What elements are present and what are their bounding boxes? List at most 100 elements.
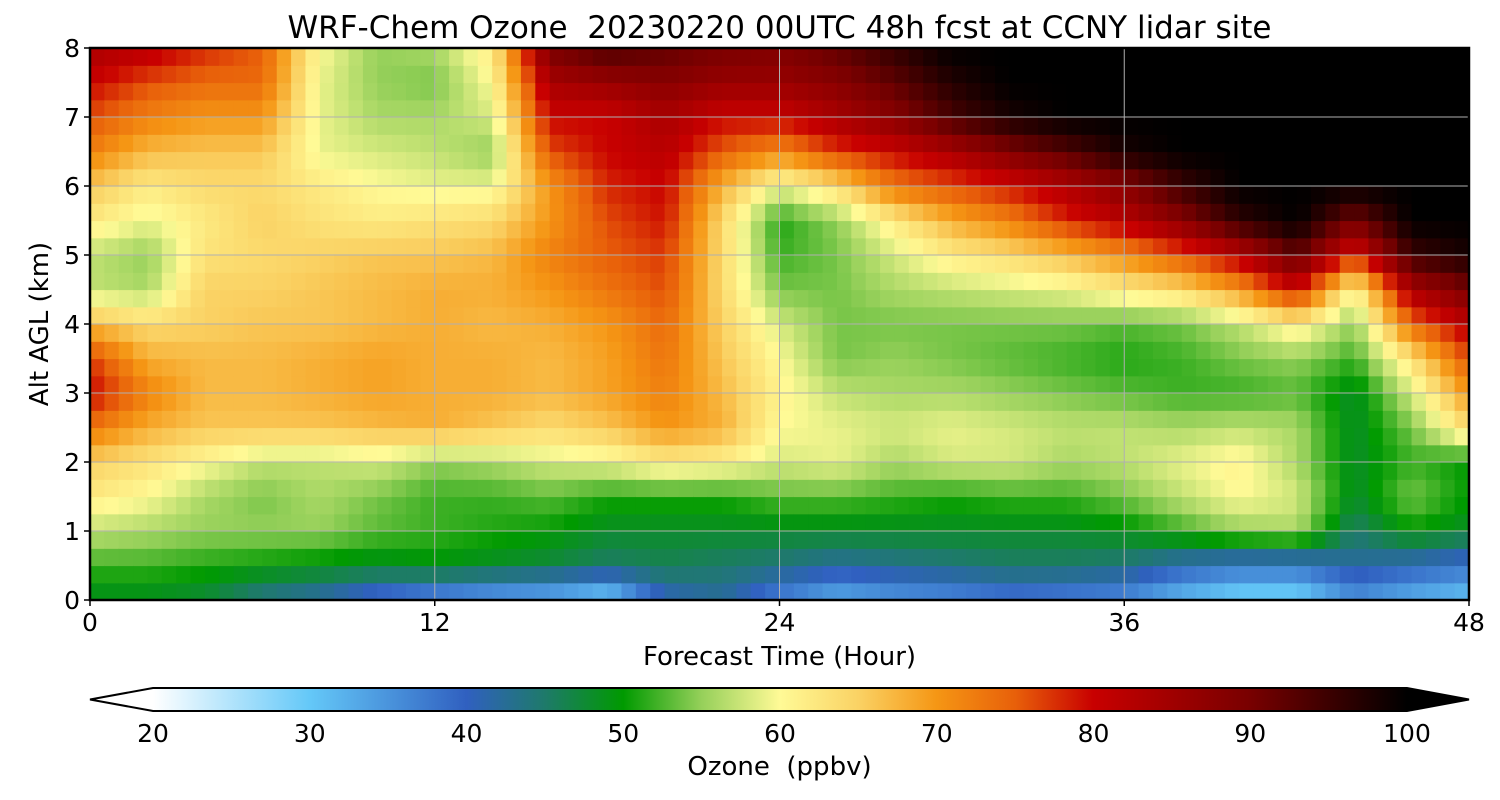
heatmap-cell bbox=[1310, 82, 1326, 101]
heatmap-cell bbox=[707, 168, 723, 187]
heatmap-cell bbox=[262, 117, 278, 135]
heatmap-cell bbox=[578, 82, 594, 101]
heatmap-cell bbox=[1411, 99, 1427, 118]
heatmap-cell bbox=[707, 99, 723, 118]
heatmap-cell bbox=[722, 151, 737, 170]
heatmap-cell bbox=[1454, 151, 1469, 170]
heatmap-cell bbox=[434, 479, 450, 498]
heatmap-cell bbox=[477, 99, 493, 118]
heatmap-cell bbox=[434, 117, 450, 135]
heatmap-cell bbox=[693, 444, 709, 463]
heatmap-cell bbox=[147, 444, 163, 463]
heatmap-cell bbox=[1196, 479, 1212, 498]
heatmap-cell bbox=[1354, 358, 1370, 377]
heatmap-cell bbox=[161, 306, 177, 325]
heatmap-cell bbox=[549, 548, 565, 567]
heatmap-cell bbox=[1210, 99, 1226, 118]
heatmap-cell bbox=[1239, 203, 1255, 222]
heatmap-cell bbox=[1196, 531, 1212, 549]
heatmap-cell bbox=[1296, 220, 1312, 239]
heatmap-cell bbox=[1339, 462, 1355, 480]
heatmap-cell bbox=[291, 272, 307, 291]
heatmap-cell bbox=[520, 565, 536, 584]
heatmap-cell bbox=[176, 82, 192, 101]
heatmap-cell bbox=[133, 134, 149, 153]
heatmap-cell bbox=[607, 462, 623, 480]
heatmap-cell bbox=[736, 306, 752, 325]
heatmap-cell bbox=[635, 393, 651, 411]
heatmap-cell bbox=[966, 168, 982, 187]
heatmap-cell bbox=[1354, 462, 1370, 480]
heatmap-cell bbox=[1267, 444, 1283, 463]
heatmap-cell bbox=[736, 82, 752, 101]
heatmap-cell bbox=[664, 582, 680, 600]
heatmap-cell bbox=[1454, 513, 1469, 532]
heatmap-cell bbox=[104, 462, 120, 480]
heatmap-cell bbox=[420, 237, 436, 256]
heatmap-cell bbox=[1425, 341, 1441, 360]
heatmap-cell bbox=[1339, 117, 1355, 135]
heatmap-cell bbox=[1339, 496, 1355, 515]
heatmap-cell bbox=[707, 393, 723, 411]
heatmap-cell bbox=[1023, 479, 1039, 498]
heatmap-cell bbox=[880, 565, 896, 584]
heatmap-cell bbox=[1425, 82, 1441, 101]
heatmap-cell bbox=[305, 341, 321, 360]
heatmap-cell bbox=[176, 48, 192, 66]
heatmap-cell bbox=[808, 393, 824, 411]
heatmap-cell bbox=[161, 531, 177, 549]
heatmap-cell bbox=[377, 341, 393, 360]
heatmap-cell bbox=[578, 496, 594, 515]
heatmap-cell bbox=[1224, 444, 1240, 463]
heatmap-cell bbox=[1081, 134, 1097, 153]
heatmap-cell bbox=[1253, 306, 1269, 325]
heatmap-cell bbox=[1095, 289, 1111, 308]
heatmap-cell bbox=[190, 582, 206, 600]
heatmap-cell bbox=[118, 255, 134, 273]
heatmap-cell bbox=[291, 48, 307, 66]
heatmap-cell bbox=[305, 220, 321, 239]
heatmap-cell bbox=[923, 358, 939, 377]
heatmap-cell bbox=[1368, 324, 1384, 342]
heatmap-cell bbox=[1440, 186, 1456, 204]
heatmap-cell bbox=[477, 272, 493, 291]
heatmap-cell bbox=[621, 341, 637, 360]
heatmap-cell bbox=[248, 582, 263, 600]
heatmap-cell bbox=[219, 410, 235, 429]
heatmap-cell bbox=[1023, 65, 1039, 84]
heatmap-cell bbox=[650, 513, 666, 532]
heatmap-cell bbox=[1066, 82, 1082, 101]
heatmap-cell bbox=[276, 99, 292, 118]
heatmap-cell bbox=[535, 151, 551, 170]
heatmap-cell bbox=[434, 151, 450, 170]
heatmap-cell bbox=[1124, 117, 1140, 135]
heatmap-cell bbox=[1023, 134, 1039, 153]
heatmap-cell bbox=[1239, 358, 1255, 377]
heatmap-cell bbox=[635, 496, 651, 515]
heatmap-cell bbox=[678, 65, 694, 84]
heatmap-cell bbox=[1095, 151, 1111, 170]
heatmap-cell bbox=[262, 168, 278, 187]
heatmap-cell bbox=[520, 82, 536, 101]
heatmap-cell bbox=[1038, 203, 1054, 222]
heatmap-cell bbox=[1325, 531, 1341, 549]
heatmap-cell bbox=[1138, 324, 1154, 342]
heatmap-cell bbox=[793, 289, 809, 308]
heatmap-cell bbox=[1081, 168, 1097, 187]
heatmap-cell bbox=[1066, 306, 1082, 325]
heatmap-cell bbox=[1138, 548, 1154, 567]
heatmap-cell bbox=[808, 341, 824, 360]
heatmap-cell bbox=[908, 393, 924, 411]
heatmap-cell bbox=[147, 410, 163, 429]
heatmap-cell bbox=[923, 220, 939, 239]
heatmap-cell bbox=[1181, 341, 1197, 360]
heatmap-cell bbox=[865, 462, 881, 480]
heatmap-cell bbox=[923, 272, 939, 291]
heatmap-cell bbox=[851, 82, 867, 101]
heatmap-cell bbox=[1368, 582, 1384, 600]
heatmap-cell bbox=[506, 134, 522, 153]
heatmap-cell bbox=[449, 306, 465, 325]
heatmap-cell bbox=[635, 513, 651, 532]
heatmap-cell bbox=[248, 496, 263, 515]
heatmap-cell bbox=[161, 479, 177, 498]
